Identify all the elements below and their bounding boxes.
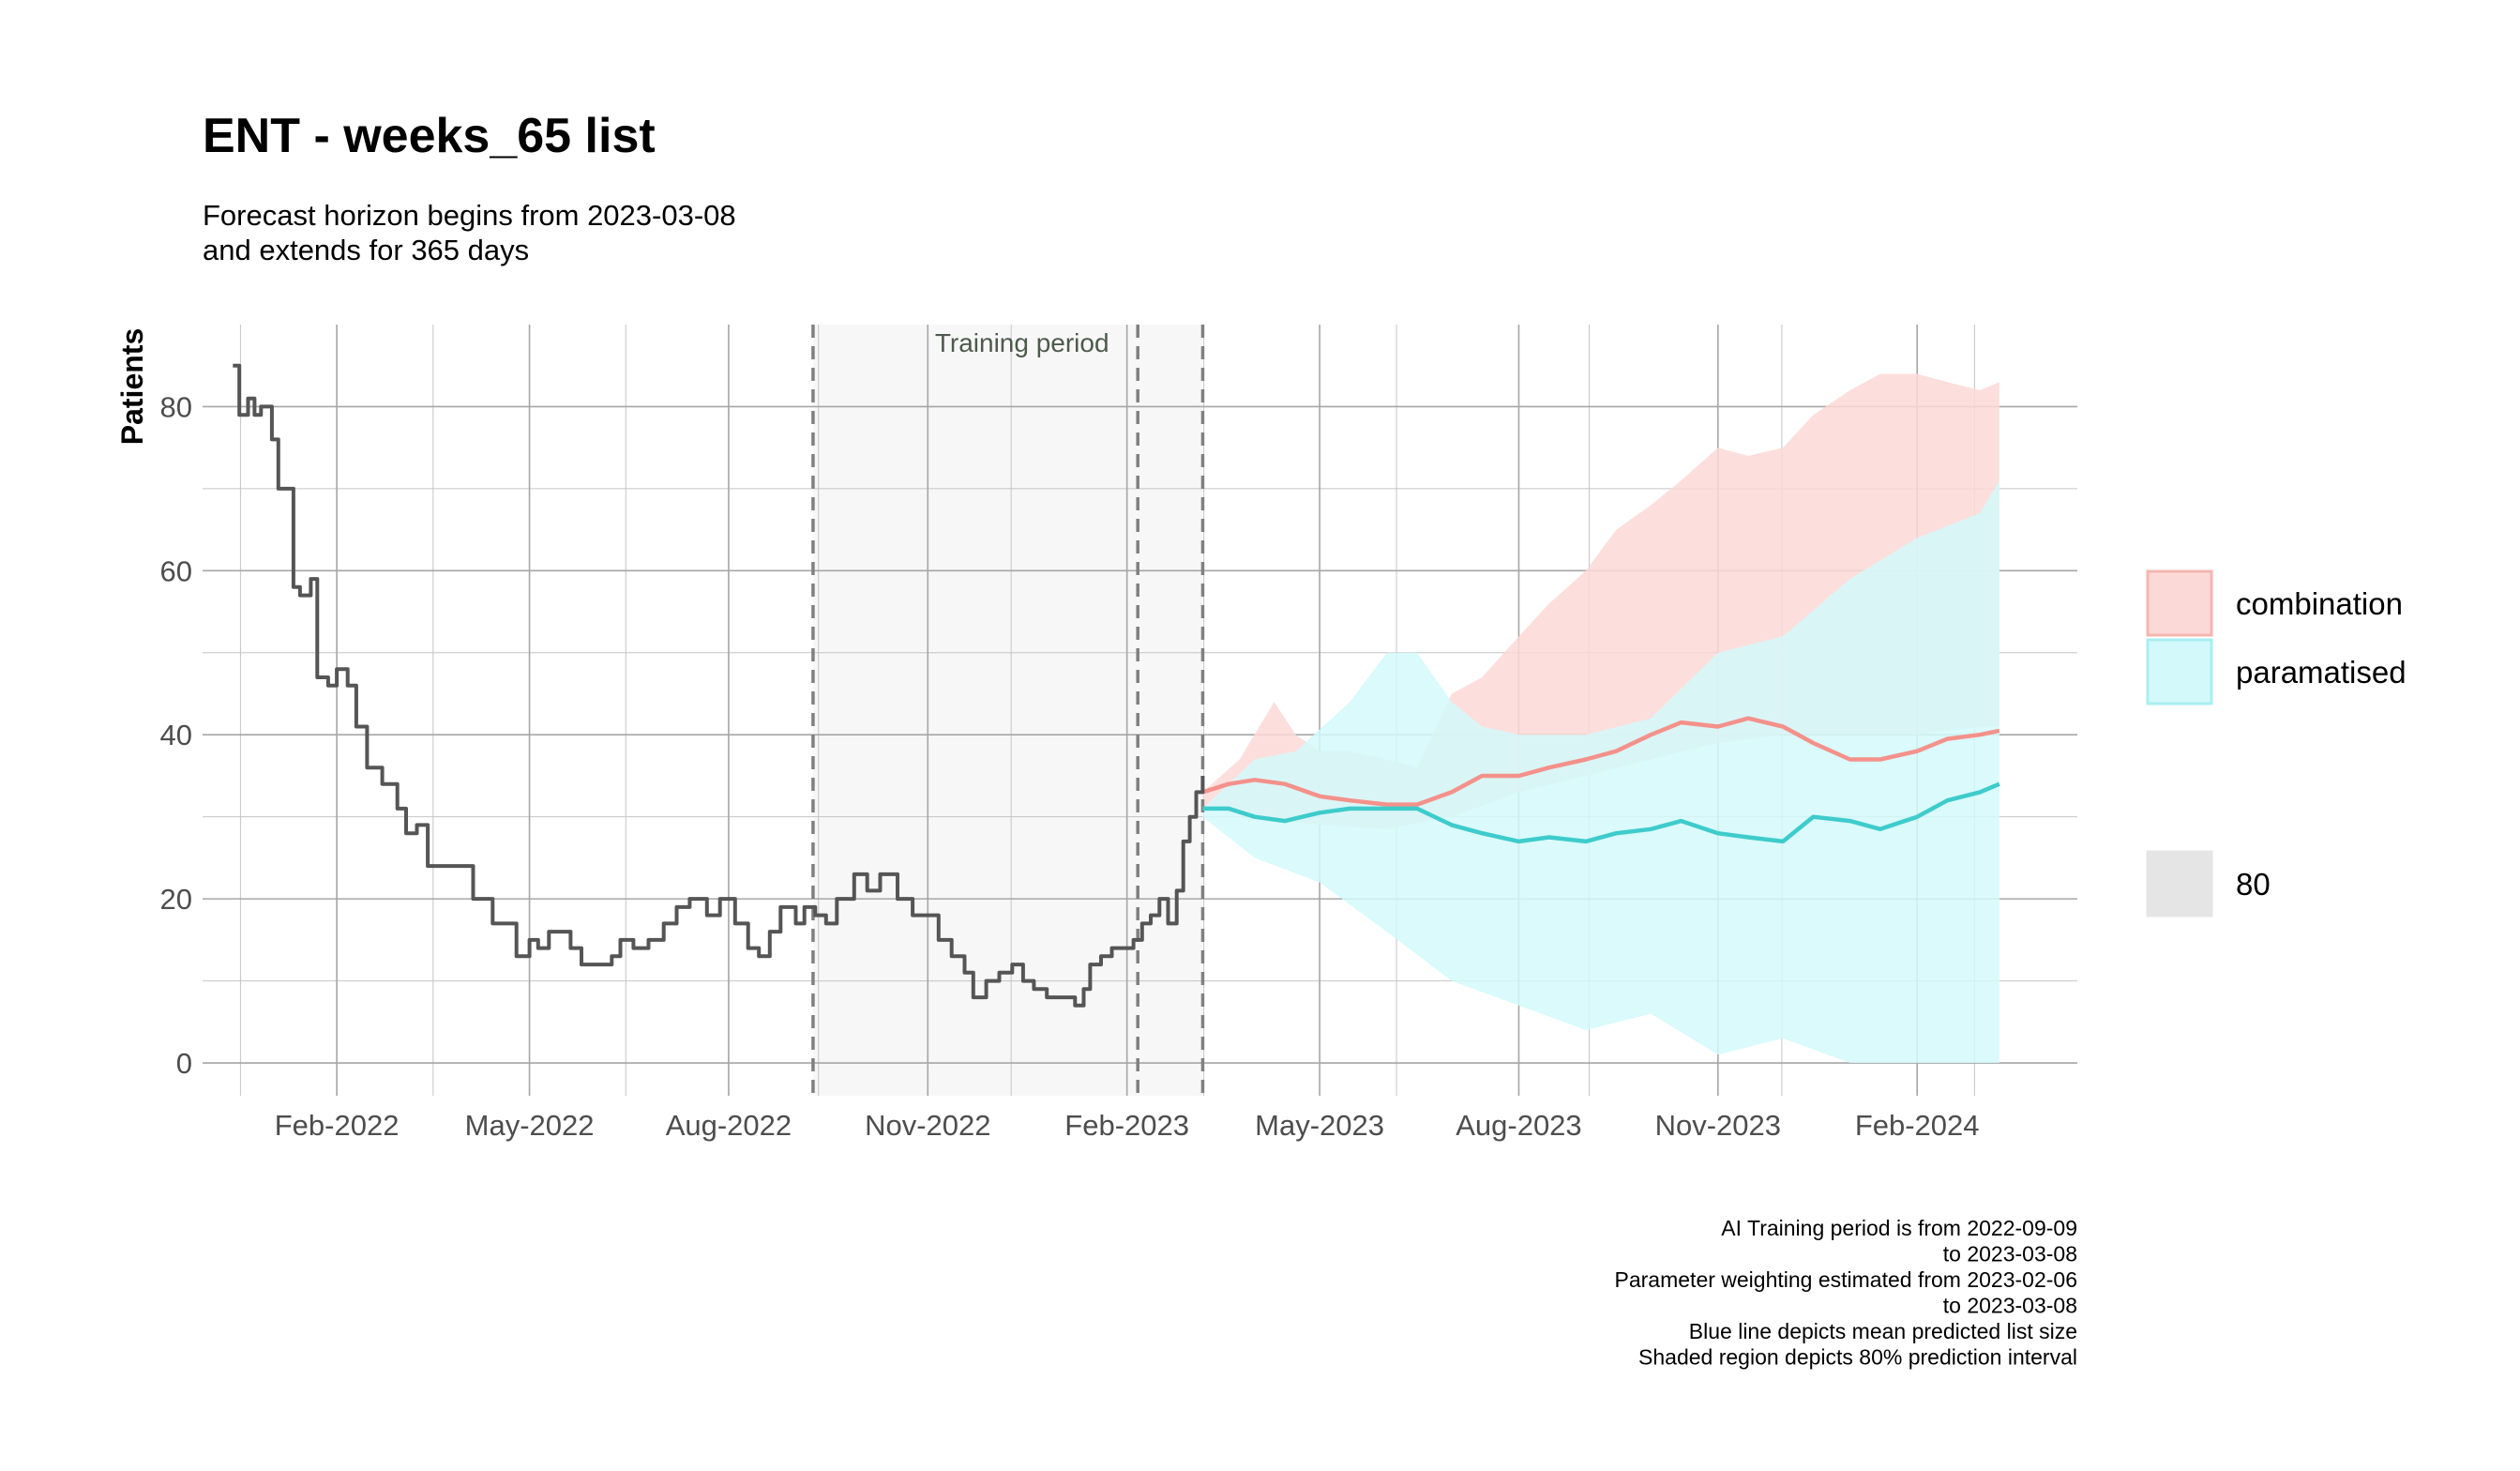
training-period-shade xyxy=(812,325,1203,1096)
legend: combination paramatised 80 xyxy=(2146,569,2407,917)
caption-line-2: to 2023-03-08 xyxy=(1943,1242,2077,1266)
x-tick-label-Feb-2023: Feb-2023 xyxy=(1064,1109,1189,1142)
caption-line-6: Shaded region depicts 80% prediction int… xyxy=(1638,1345,2077,1370)
y-tick-label-40: 40 xyxy=(160,719,192,751)
chart-subtitle-line-1: Forecast horizon begins from 2023-03-08 xyxy=(203,199,736,232)
legend-label-combination: combination xyxy=(2236,586,2403,621)
mean-line-combination xyxy=(1201,716,2000,807)
x-tick-label-Aug-2023: Aug-2023 xyxy=(1456,1109,1581,1142)
caption: AI Training period is from 2022-09-09to … xyxy=(1615,1216,2077,1370)
x-tick-label-Nov-2023: Nov-2023 xyxy=(1655,1109,1781,1142)
training-period-label: Training period xyxy=(935,328,1109,357)
legend-key-paramatised xyxy=(2146,638,2213,705)
x-tick-label-May-2023: May-2023 xyxy=(1255,1109,1384,1142)
caption-line-3: Parameter weighting estimated from 2023-… xyxy=(1615,1267,2077,1292)
y-axis-title: Patients xyxy=(115,328,149,445)
band-paramatised xyxy=(1202,480,1999,1063)
legend-key-combination xyxy=(2146,569,2213,637)
caption-line-1: AI Training period is from 2022-09-09 xyxy=(1721,1216,2077,1240)
observed-line xyxy=(233,363,1205,1008)
x-tick-label-Aug-2022: Aug-2022 xyxy=(666,1109,792,1142)
y-axis-ticks: 0 20 40 60 80 xyxy=(160,390,192,1080)
chart-title: ENT - weeks_65 list xyxy=(203,109,656,163)
legend-label-paramatised: paramatised xyxy=(2236,655,2407,690)
caption-line-5: Blue line depicts mean predicted list si… xyxy=(1689,1319,2077,1343)
y-tick-label-60: 60 xyxy=(160,554,192,587)
x-tick-label-Feb-2024: Feb-2024 xyxy=(1855,1109,1980,1142)
caption-line-4: to 2023-03-08 xyxy=(1943,1294,2077,1318)
x-tick-label-May-2022: May-2022 xyxy=(465,1109,595,1142)
prediction-bands xyxy=(1202,373,1999,1063)
chart-subtitle-line-2: and extends for 365 days xyxy=(203,234,529,266)
forecast-mean-lines xyxy=(1201,716,2000,844)
y-tick-label-20: 20 xyxy=(160,883,192,916)
x-axis-ticks: Feb-2022 May-2022 Aug-2022 Nov-2022 Feb-2023… xyxy=(275,1109,1980,1142)
plot-area: Training period xyxy=(203,325,2077,1096)
legend-label-80: 80 xyxy=(2236,867,2271,902)
mean-line-paramatised xyxy=(1202,781,2000,844)
y-tick-label-80: 80 xyxy=(160,390,192,423)
legend-key-80 xyxy=(2146,850,2213,917)
y-tick-label-0: 0 xyxy=(176,1047,192,1080)
x-tick-label-Feb-2022: Feb-2022 xyxy=(275,1109,400,1142)
x-tick-label-Nov-2022: Nov-2022 xyxy=(865,1109,990,1142)
